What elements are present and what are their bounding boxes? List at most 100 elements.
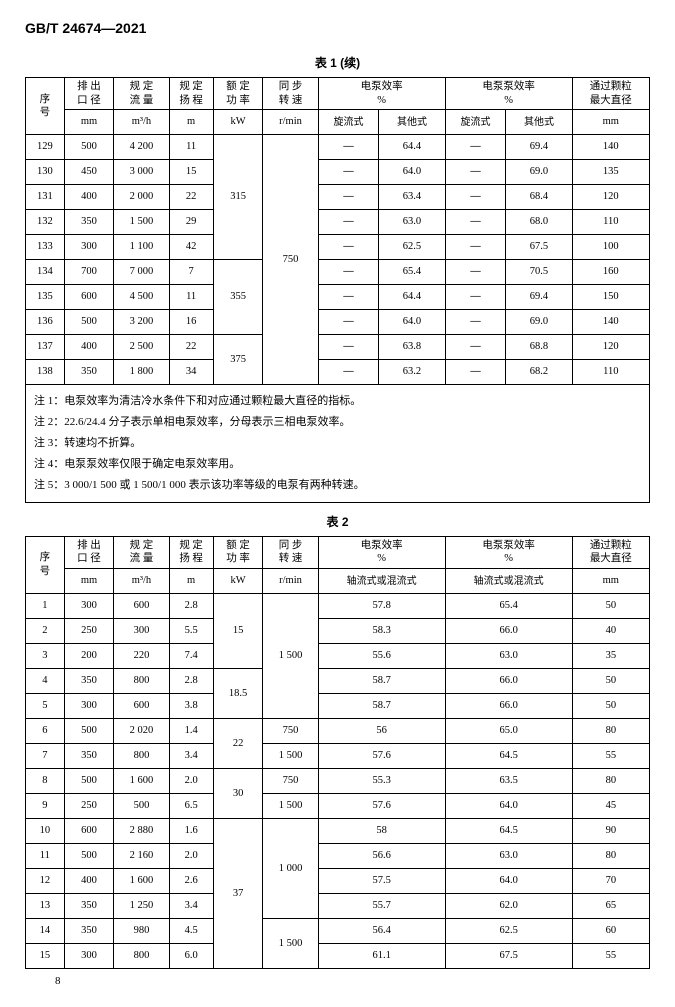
hdr2-flow: 规 定流 量 [114, 536, 169, 568]
cell-flow: 2 880 [114, 819, 169, 844]
cell-dia: 400 [64, 335, 114, 360]
cell-uB: 67.5 [506, 235, 572, 260]
cell-uB: 68.8 [506, 335, 572, 360]
cell-power: 18.5 [213, 669, 263, 719]
cell-u: 65.4 [445, 594, 572, 619]
cell-dia: 300 [64, 235, 114, 260]
cell-pB: 63.2 [379, 360, 445, 385]
cell-p: 58.7 [318, 669, 445, 694]
hdr2-speed: 同 步转 速 [263, 536, 318, 568]
hdr-head: 规 定扬 程 [169, 78, 213, 110]
table1-notes: 注 1：电泵效率为清洁冷水条件下和对应通过颗粒最大直径的指标。注 2：22.6/… [26, 385, 650, 502]
cell-dia: 350 [64, 744, 114, 769]
cell-part: 90 [572, 819, 649, 844]
cell-dia: 500 [64, 844, 114, 869]
table-row: 143509804.51 50056.462.560 [26, 919, 650, 944]
cell-dia: 300 [64, 694, 114, 719]
hdr-pumpeff-b: 其他式 [379, 110, 445, 135]
table-row: 22503005.558.366.040 [26, 619, 650, 644]
cell-dia: 350 [64, 360, 114, 385]
hdr-uniteff-a: 旋流式 [445, 110, 506, 135]
cell-dia: 200 [64, 644, 114, 669]
cell-dia: 500 [64, 310, 114, 335]
cell-p: 56 [318, 719, 445, 744]
cell-seq: 137 [26, 335, 65, 360]
cell-part: 120 [572, 185, 649, 210]
hdr-seq: 序号 [26, 78, 65, 135]
document-id: GB/T 24674—2021 [25, 20, 650, 36]
table2-title: 表 2 [25, 513, 650, 530]
cell-head: 22 [169, 335, 213, 360]
table-row: 1383501 80034—63.2—68.2110 [26, 360, 650, 385]
cell-uA: — [445, 310, 506, 335]
cell-dia: 500 [64, 719, 114, 744]
cell-flow: 4 200 [114, 135, 169, 160]
table-row: 1333001 10042—62.5—67.5100 [26, 235, 650, 260]
note-line: 注 5：3 000/1 500 或 1 500/1 000 表示该功率等级的电泵… [34, 475, 641, 496]
cell-seq: 138 [26, 360, 65, 385]
cell-seq: 13 [26, 894, 65, 919]
hdr-particle-unit: mm [572, 110, 649, 135]
cell-head: 2.0 [169, 769, 213, 794]
cell-pB: 63.8 [379, 335, 445, 360]
cell-uA: — [445, 285, 506, 310]
cell-part: 150 [572, 285, 649, 310]
cell-dia: 350 [64, 210, 114, 235]
cell-head: 3.8 [169, 694, 213, 719]
table-row: 1356004 50011—64.4—69.4150 [26, 285, 650, 310]
cell-power: 15 [213, 594, 263, 669]
cell-p: 57.6 [318, 744, 445, 769]
hdr-uniteff-b: 其他式 [506, 110, 572, 135]
cell-part: 40 [572, 619, 649, 644]
table-row: 133501 2503.455.762.065 [26, 894, 650, 919]
hdr2-seq: 序号 [26, 536, 65, 593]
table-row: 85001 6002.03075055.363.580 [26, 769, 650, 794]
cell-pB: 64.4 [379, 285, 445, 310]
cell-seq: 133 [26, 235, 65, 260]
cell-dia: 600 [64, 285, 114, 310]
cell-u: 64.0 [445, 869, 572, 894]
cell-seq: 132 [26, 210, 65, 235]
hdr2-uniteff-sub: 轴流式或混流式 [445, 569, 572, 594]
cell-dia: 350 [64, 919, 114, 944]
cell-seq: 15 [26, 944, 65, 969]
cell-head: 7.4 [169, 644, 213, 669]
cell-flow: 800 [114, 669, 169, 694]
hdr2-power-unit: kW [213, 569, 263, 594]
cell-flow: 800 [114, 944, 169, 969]
cell-pA: — [318, 210, 379, 235]
cell-seq: 4 [26, 669, 65, 694]
cell-seq: 129 [26, 135, 65, 160]
cell-flow: 300 [114, 619, 169, 644]
cell-part: 140 [572, 310, 649, 335]
table-row: 153008006.061.167.555 [26, 944, 650, 969]
table-row: 106002 8801.6371 0005864.590 [26, 819, 650, 844]
cell-speed: 1 500 [263, 919, 318, 969]
hdr-speed-unit: r/min [263, 110, 318, 135]
hdr2-dia: 排 出口 径 [64, 536, 114, 568]
cell-pB: 65.4 [379, 260, 445, 285]
table-row: 1304503 00015—64.0—69.0135 [26, 160, 650, 185]
cell-head: 34 [169, 360, 213, 385]
cell-flow: 3 200 [114, 310, 169, 335]
cell-pB: 63.4 [379, 185, 445, 210]
table1-notes-row: 注 1：电泵效率为清洁冷水条件下和对应通过颗粒最大直径的指标。注 2：22.6/… [26, 385, 650, 502]
cell-dia: 300 [64, 594, 114, 619]
hdr-power-unit: kW [213, 110, 263, 135]
cell-part: 45 [572, 794, 649, 819]
cell-seq: 136 [26, 310, 65, 335]
cell-uA: — [445, 360, 506, 385]
cell-pB: 63.0 [379, 210, 445, 235]
cell-part: 60 [572, 919, 649, 944]
cell-u: 63.0 [445, 844, 572, 869]
cell-dia: 400 [64, 869, 114, 894]
cell-dia: 450 [64, 160, 114, 185]
cell-flow: 1 250 [114, 894, 169, 919]
cell-p: 55.7 [318, 894, 445, 919]
cell-dia: 600 [64, 819, 114, 844]
cell-uA: — [445, 210, 506, 235]
cell-flow: 1 800 [114, 360, 169, 385]
cell-flow: 3 000 [114, 160, 169, 185]
cell-u: 64.5 [445, 744, 572, 769]
table-row: 43508002.818.558.766.050 [26, 669, 650, 694]
